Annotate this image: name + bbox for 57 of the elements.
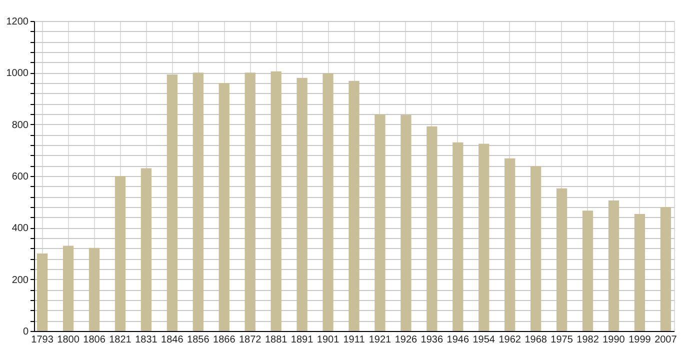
x-tick-label: 1800 <box>57 334 80 346</box>
x-tick-label: 1911 <box>343 334 366 346</box>
x-tick-label: 1793 <box>31 334 54 346</box>
bar <box>62 246 74 331</box>
bar <box>166 74 178 331</box>
y-tick-label: 0 <box>22 326 29 338</box>
x-tick-label: 1806 <box>83 334 106 346</box>
bar <box>296 78 308 331</box>
x-tick-label: 1821 <box>109 334 132 346</box>
x-tick-label: 1999 <box>628 334 652 346</box>
x-tick-label: 1946 <box>446 334 470 346</box>
bar <box>634 214 646 331</box>
bar <box>660 207 672 331</box>
x-tick-label: 1921 <box>368 334 392 346</box>
y-tick-label: 1200 <box>6 16 29 28</box>
x-tick-label: 2007 <box>654 334 678 346</box>
y-tick-label: 1000 <box>6 68 29 80</box>
x-tick-label: 1846 <box>161 334 184 346</box>
bar <box>374 114 386 331</box>
bar <box>270 71 282 331</box>
x-tick-label: 1990 <box>602 334 626 346</box>
x-tick-label: 1936 <box>420 334 444 346</box>
bar <box>426 126 438 331</box>
y-tick-label: 600 <box>12 172 29 182</box>
x-tick-label: 1968 <box>524 334 548 346</box>
bar <box>88 248 100 331</box>
bar <box>504 158 516 331</box>
x-tick-label: 1982 <box>576 334 600 346</box>
y-tick-label: 200 <box>12 274 29 286</box>
bar <box>582 210 594 331</box>
x-tick-label: 1881 <box>264 334 288 346</box>
bar <box>114 176 126 331</box>
y-tick-label: 800 <box>12 120 29 131</box>
bar <box>348 80 360 331</box>
x-tick-label: 1856 <box>187 334 210 346</box>
bar <box>556 188 568 331</box>
bar <box>478 144 490 331</box>
x-tick-label: 1891 <box>290 334 314 346</box>
x-tick-label: 1962 <box>498 334 522 346</box>
bar <box>192 72 204 331</box>
bar <box>218 83 230 331</box>
bar <box>452 142 464 331</box>
x-tick-label: 1975 <box>550 334 574 346</box>
x-tick-label: 1901 <box>316 334 340 346</box>
bar <box>36 254 48 331</box>
bar <box>244 72 256 331</box>
bar <box>322 73 334 331</box>
bar <box>608 200 620 331</box>
bar <box>140 168 152 331</box>
bar <box>530 166 542 331</box>
x-tick-label: 1872 <box>238 334 262 346</box>
x-tick-label: 1866 <box>213 334 236 346</box>
x-tick-label: 1926 <box>394 334 418 346</box>
bar <box>400 115 412 331</box>
x-tick-label: 1831 <box>135 334 158 346</box>
y-tick-label: 400 <box>12 223 29 234</box>
x-tick-label: 1954 <box>472 334 496 346</box>
